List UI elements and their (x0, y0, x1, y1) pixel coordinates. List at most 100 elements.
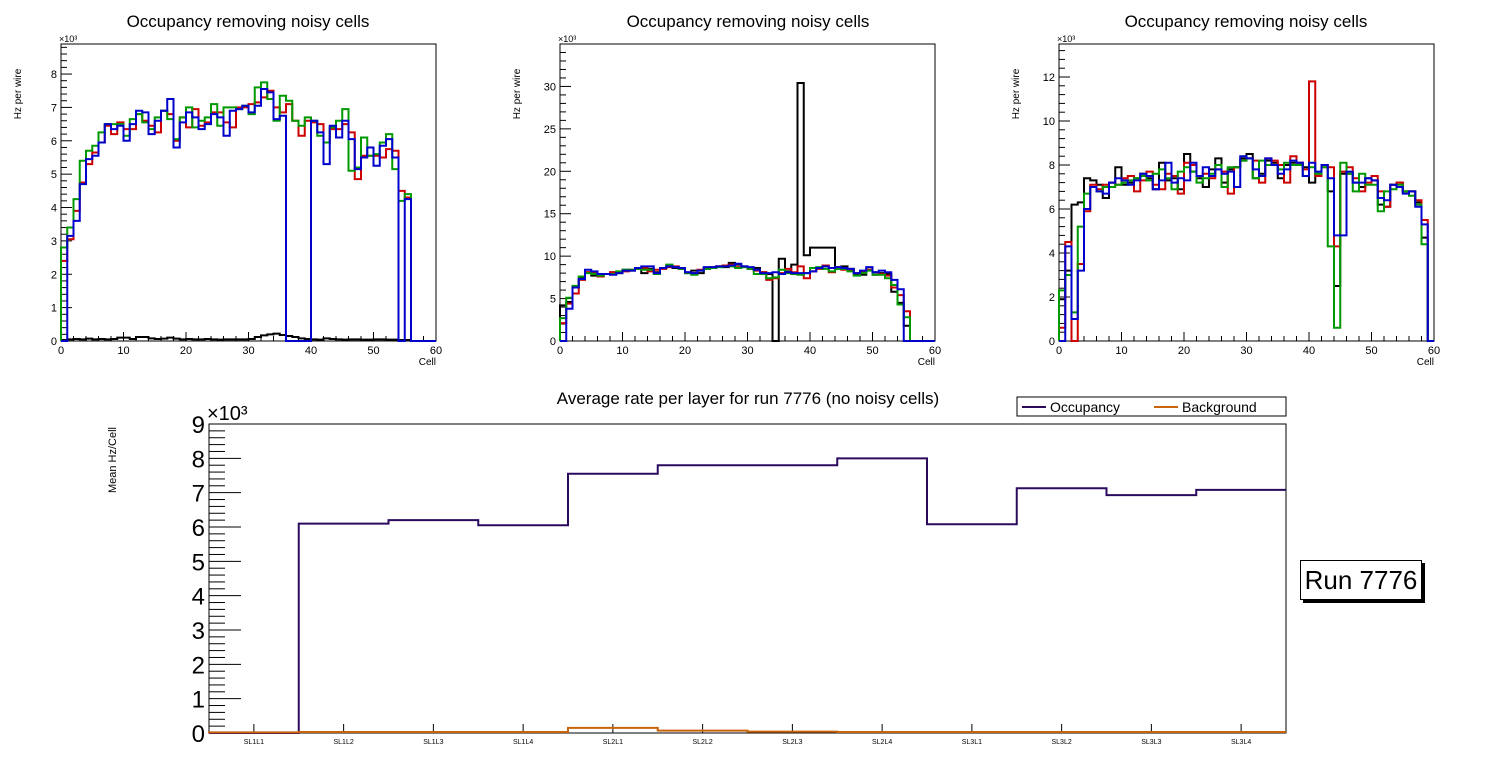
chart-title: Occupancy removing noisy cells (1125, 12, 1368, 31)
y-exponent-label: ×10³ (558, 34, 576, 44)
x-category-label: SL3L4 (1231, 739, 1251, 746)
x-axis-label: Cell (419, 357, 436, 368)
y-tick-label: 5 (550, 294, 556, 306)
y-tick-label: 0 (1049, 336, 1055, 348)
plot-frame (559, 43, 936, 342)
x-tick-label: 20 (180, 345, 192, 357)
legend-label-occupancy: Occupancy (1050, 399, 1120, 415)
y-tick-label: 8 (51, 69, 57, 81)
x-tick-label: 10 (1115, 345, 1127, 357)
y-axis-label: Hz per wire (13, 68, 24, 119)
y-tick-label: 5 (192, 549, 205, 576)
plot-frame (60, 43, 437, 342)
y-tick-label: 4 (192, 584, 205, 611)
y-tick-label: 2 (51, 269, 57, 281)
x-tick-label: 0 (557, 345, 563, 357)
x-axis-label: Cell (918, 357, 935, 368)
y-tick-label: 10 (1043, 116, 1055, 128)
legend: Occupancy Background (1016, 396, 1287, 417)
average-rate-panel: Average rate per layer for run 7776 (no … (107, 389, 1287, 748)
x-category-label: SL2L4 (872, 739, 892, 746)
histogram-layer-blue (560, 262, 935, 342)
x-category-label: SL2L3 (782, 739, 802, 746)
x-tick-label: 60 (1428, 345, 1440, 357)
y-tick-label: 6 (51, 136, 57, 148)
x-category-label: SL2L1 (603, 739, 623, 746)
y-tick-label: 8 (1049, 160, 1055, 172)
y-tick-label: 12 (1043, 72, 1055, 84)
y-tick-label: 20 (544, 166, 556, 178)
x-tick-label: 30 (1240, 345, 1252, 357)
x-tick-label: 60 (430, 345, 442, 357)
x-tick-label: 60 (929, 345, 941, 357)
y-axis-label: Hz per wire (1011, 68, 1022, 119)
x-tick-label: 0 (58, 345, 64, 357)
x-tick-label: 10 (616, 345, 628, 357)
y-exponent-label: ×10³ (59, 34, 77, 44)
y-exponent-label: ×10³ (207, 403, 248, 425)
histogram-layer-green (559, 263, 935, 342)
histogram-layer-blue (1059, 155, 1434, 342)
y-tick-label: 2 (1049, 292, 1055, 304)
y-tick-label: 1 (51, 303, 57, 315)
chart-title: Average rate per layer for run 7776 (no … (557, 389, 939, 408)
run-label-box: Run 7776 (1300, 560, 1422, 600)
x-tick-label: 40 (804, 345, 816, 357)
y-tick-label: 5 (51, 169, 57, 181)
x-tick-label: 0 (1056, 345, 1062, 357)
y-tick-label: 0 (550, 336, 556, 348)
y-tick-label: 10 (544, 251, 556, 263)
y-tick-label: 6 (1049, 204, 1055, 216)
y-tick-label: 9 (192, 412, 205, 439)
y-tick-label: 7 (51, 102, 57, 114)
y-tick-label: 7 (192, 481, 205, 508)
y-axis-label: Hz per wire (512, 68, 523, 119)
series-occupancy (209, 457, 1286, 734)
plot-frame (208, 423, 1287, 734)
histogram-panel-1: Occupancy removing noisy cells ×10³ Hz per… (13, 12, 442, 368)
y-tick-label: 3 (51, 236, 57, 248)
x-tick-label: 40 (1303, 345, 1315, 357)
y-exponent-label: ×10³ (1057, 34, 1075, 44)
y-tick-label: 6 (192, 515, 205, 542)
x-axis-label: Cell (1417, 357, 1434, 368)
y-tick-label: 25 (544, 124, 556, 136)
y-tick-label: 2 (192, 652, 205, 679)
x-tick-label: 40 (305, 345, 317, 357)
x-tick-label: 30 (741, 345, 753, 357)
x-category-label: SL3L1 (962, 739, 982, 746)
histogram-layer-green (1058, 157, 1434, 342)
histogram-layer-black (559, 82, 935, 342)
x-category-label: SL2L2 (693, 739, 713, 746)
histogram-panel-3: Occupancy removing noisy cells ×10³ Hz per… (1011, 12, 1440, 368)
y-tick-label: 0 (51, 336, 57, 348)
y-tick-label: 3 (192, 618, 205, 645)
histogram-layer-blue (61, 88, 436, 342)
histogram-layer-red (559, 263, 935, 342)
x-category-label: SL1L1 (244, 739, 264, 746)
y-tick-label: 1 (192, 687, 205, 714)
x-tick-label: 50 (367, 345, 379, 357)
y-tick-label: 8 (192, 446, 205, 473)
x-tick-label: 20 (679, 345, 691, 357)
x-tick-label: 50 (866, 345, 878, 357)
y-tick-label: 4 (1049, 248, 1055, 260)
y-tick-label: 0 (192, 721, 205, 748)
histogram-panel-2: Occupancy removing noisy cells ×10³ Hz per… (512, 12, 941, 368)
x-category-label: SL3L2 (1052, 739, 1072, 746)
x-category-label: SL1L3 (423, 739, 443, 746)
chart-title: Occupancy removing noisy cells (627, 12, 870, 31)
legend-label-background: Background (1182, 399, 1257, 415)
x-category-label: SL1L4 (513, 739, 533, 746)
y-axis-label: Mean Hz/Cell (107, 427, 119, 493)
x-category-label: SL3L3 (1141, 739, 1161, 746)
series-background (208, 726, 1286, 734)
y-tick-label: 4 (51, 203, 57, 215)
legend-box (1016, 396, 1287, 417)
histogram-layer-green (60, 81, 436, 342)
y-tick-label: 15 (544, 209, 556, 221)
histogram-layer-black (60, 332, 436, 342)
x-tick-label: 30 (242, 345, 254, 357)
x-tick-label: 50 (1365, 345, 1377, 357)
